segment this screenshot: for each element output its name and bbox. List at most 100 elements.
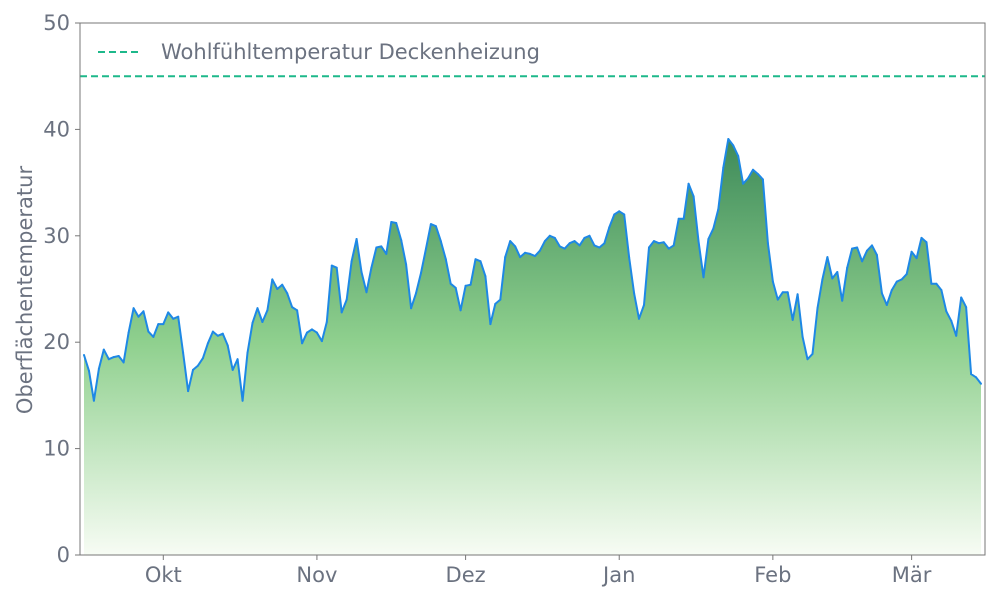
data-point	[628, 256, 631, 259]
data-point	[851, 247, 854, 250]
data-point	[930, 282, 933, 285]
data-point	[588, 234, 591, 237]
data-point	[266, 309, 269, 312]
data-point	[256, 307, 259, 310]
data-point	[875, 254, 878, 256]
data-point	[286, 292, 289, 295]
plot-frame	[79, 22, 986, 556]
data-point	[395, 222, 398, 224]
data-point	[410, 307, 413, 310]
data-point	[826, 256, 829, 259]
data-point	[662, 241, 665, 244]
data-point	[102, 348, 105, 351]
x-tick-label: Jan	[601, 563, 635, 587]
data-point	[548, 234, 551, 237]
data-point	[385, 252, 388, 255]
y-tick-label: 10	[43, 437, 70, 461]
data-point	[335, 266, 338, 269]
data-point	[464, 284, 467, 287]
data-point	[226, 344, 229, 347]
data-point	[92, 399, 95, 402]
data-point	[608, 226, 611, 229]
data-point	[781, 291, 784, 294]
y-tick-label: 0	[57, 543, 70, 567]
data-point	[112, 356, 115, 359]
data-point	[137, 315, 140, 318]
data-point	[672, 244, 675, 247]
data-point	[271, 278, 274, 281]
data-point	[950, 319, 953, 322]
data-point	[345, 298, 348, 301]
data-point	[444, 258, 447, 261]
y-axis-label: Oberflächentemperatur	[13, 166, 37, 415]
data-point	[667, 247, 670, 250]
data-point	[538, 249, 541, 252]
data-point	[766, 242, 769, 245]
data-point	[291, 306, 294, 309]
data-point	[365, 291, 368, 294]
data-point	[231, 368, 234, 371]
data-point	[786, 291, 789, 294]
data-point	[811, 352, 814, 355]
data-point	[697, 240, 700, 243]
data-point	[454, 286, 457, 289]
data-point	[83, 354, 85, 356]
data-point	[315, 331, 318, 334]
data-point	[509, 240, 512, 243]
data-point	[880, 292, 883, 295]
data-point	[88, 369, 90, 372]
data-point	[405, 263, 408, 266]
data-point	[147, 330, 150, 333]
data-point	[355, 238, 358, 240]
data-point	[980, 382, 982, 385]
y-tick-label: 40	[43, 117, 70, 141]
data-point	[524, 251, 527, 254]
data-point	[420, 272, 422, 274]
data-point	[890, 289, 893, 292]
data-point	[960, 296, 963, 299]
x-tick-label: Dez	[446, 563, 486, 587]
data-point	[172, 317, 175, 320]
data-point	[425, 247, 427, 250]
data-point	[504, 256, 507, 259]
data-point	[311, 328, 313, 331]
data-point	[761, 178, 764, 181]
data-point	[211, 330, 214, 333]
data-point	[657, 242, 660, 245]
data-point	[107, 358, 110, 361]
data-point	[583, 236, 586, 239]
x-tick-label: Nov	[296, 563, 337, 587]
data-point	[325, 321, 328, 323]
data-point	[241, 399, 244, 402]
data-point	[816, 307, 819, 310]
data-point	[529, 252, 531, 255]
data-point	[415, 292, 417, 295]
data-point	[935, 282, 938, 285]
data-point	[192, 368, 194, 371]
data-point	[474, 258, 477, 261]
data-point	[682, 217, 685, 220]
data-point	[558, 245, 561, 248]
data-point	[841, 299, 844, 302]
data-point	[603, 242, 606, 245]
data-point	[484, 275, 487, 278]
data-point	[494, 302, 497, 305]
data-point	[177, 315, 180, 318]
temperature-series-line	[83, 138, 982, 402]
data-point	[390, 221, 393, 223]
data-point	[400, 239, 403, 242]
data-point	[846, 266, 849, 269]
data-point	[776, 298, 779, 301]
y-tick-label: 50	[43, 11, 70, 35]
data-point	[236, 358, 239, 361]
data-point	[643, 304, 645, 306]
data-point	[479, 260, 482, 263]
data-point	[276, 288, 279, 290]
data-point	[638, 317, 640, 320]
data-point	[836, 271, 839, 273]
data-point	[162, 323, 165, 326]
data-point	[157, 323, 160, 326]
data-point	[593, 244, 596, 247]
data-point	[201, 357, 204, 360]
